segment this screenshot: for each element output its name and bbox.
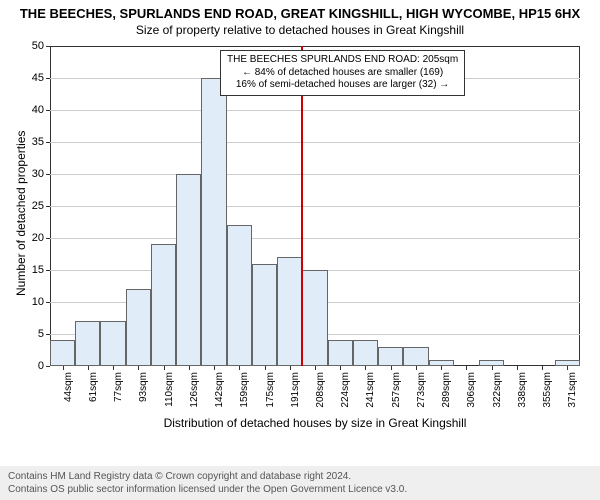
histogram-bar — [403, 347, 428, 366]
xtick-mark — [214, 366, 215, 370]
histogram-bar — [277, 257, 302, 366]
footer: Contains HM Land Registry data © Crown c… — [0, 466, 600, 500]
xtick-label: 273sqm — [416, 372, 427, 408]
xtick-mark — [265, 366, 266, 370]
xtick-label: 306sqm — [466, 372, 477, 408]
ytick-mark — [46, 174, 50, 175]
xtick-label: 77sqm — [113, 372, 124, 402]
xtick-mark — [567, 366, 568, 370]
xtick-mark — [88, 366, 89, 370]
x-axis-label: Distribution of detached houses by size … — [50, 416, 580, 430]
ytick-label: 25 — [32, 200, 44, 212]
histogram-bar — [100, 321, 125, 366]
footer-line-2: Contains OS public sector information li… — [8, 483, 592, 496]
xtick-label: 44sqm — [63, 372, 74, 402]
xtick-mark — [517, 366, 518, 370]
ytick-label: 35 — [32, 136, 44, 148]
ytick-mark — [46, 110, 50, 111]
ytick-mark — [46, 238, 50, 239]
ytick-label: 0 — [38, 360, 44, 372]
xtick-mark — [391, 366, 392, 370]
histogram-bar — [201, 78, 226, 366]
xtick-label: 191sqm — [290, 372, 301, 408]
ytick-label: 5 — [38, 328, 44, 340]
xtick-label: 110sqm — [164, 372, 175, 407]
ytick-mark — [46, 78, 50, 79]
ytick-label: 40 — [32, 104, 44, 116]
chart-subtitle: Size of property relative to detached ho… — [0, 21, 600, 37]
xtick-label: 142sqm — [214, 372, 225, 408]
ytick-label: 10 — [32, 296, 44, 308]
xtick-label: 175sqm — [265, 372, 276, 408]
xtick-mark — [138, 366, 139, 370]
annotation-box: THE BEECHES SPURLANDS END ROAD: 205sqm← … — [220, 50, 465, 96]
ytick-label: 30 — [32, 168, 44, 180]
grid-line — [50, 174, 580, 175]
footer-line-1: Contains HM Land Registry data © Crown c… — [8, 470, 592, 483]
ytick-label: 20 — [32, 232, 44, 244]
grid-line — [50, 110, 580, 111]
y-axis-label: Number of detached properties — [14, 130, 28, 295]
xtick-mark — [63, 366, 64, 370]
xtick-mark — [466, 366, 467, 370]
xtick-mark — [441, 366, 442, 370]
ytick-mark — [46, 334, 50, 335]
xtick-mark — [239, 366, 240, 370]
histogram-bar — [151, 244, 176, 366]
xtick-label: 61sqm — [88, 372, 99, 402]
xtick-label: 93sqm — [138, 372, 149, 402]
annotation-line: 16% of semi-detached houses are larger (… — [227, 79, 458, 92]
ytick-mark — [46, 46, 50, 47]
xtick-label: 289sqm — [441, 372, 452, 408]
xtick-label: 338sqm — [517, 372, 528, 408]
xtick-label: 241sqm — [365, 372, 376, 408]
ytick-label: 50 — [32, 40, 44, 52]
xtick-mark — [164, 366, 165, 370]
histogram-bar — [328, 340, 353, 366]
xtick-mark — [113, 366, 114, 370]
chart-title: THE BEECHES, SPURLANDS END ROAD, GREAT K… — [0, 0, 600, 21]
xtick-label: 208sqm — [315, 372, 326, 408]
grid-line — [50, 238, 580, 239]
xtick-label: 322sqm — [492, 372, 503, 408]
ytick-mark — [46, 366, 50, 367]
xtick-mark — [492, 366, 493, 370]
ytick-label: 45 — [32, 72, 44, 84]
grid-line — [50, 142, 580, 143]
ytick-mark — [46, 302, 50, 303]
histogram-bar — [353, 340, 378, 366]
plot-area: 0510152025303540455044sqm61sqm77sqm93sqm… — [50, 46, 580, 366]
ytick-mark — [46, 206, 50, 207]
xtick-mark — [340, 366, 341, 370]
xtick-mark — [290, 366, 291, 370]
xtick-label: 224sqm — [340, 372, 351, 408]
histogram-bar — [378, 347, 403, 366]
annotation-line: ← 84% of detached houses are smaller (16… — [227, 67, 458, 80]
xtick-label: 159sqm — [239, 372, 250, 408]
histogram-bar — [302, 270, 327, 366]
plot-wrap: Number of detached properties 0510152025… — [0, 38, 600, 428]
xtick-mark — [365, 366, 366, 370]
histogram-bar — [126, 289, 151, 366]
ytick-label: 15 — [32, 264, 44, 276]
xtick-label: 126sqm — [189, 372, 200, 408]
xtick-mark — [416, 366, 417, 370]
xtick-label: 355sqm — [542, 372, 553, 408]
grid-line — [50, 206, 580, 207]
ytick-mark — [46, 142, 50, 143]
histogram-bar — [227, 225, 252, 366]
annotation-line: THE BEECHES SPURLANDS END ROAD: 205sqm — [227, 54, 458, 67]
xtick-label: 257sqm — [391, 372, 402, 408]
xtick-mark — [189, 366, 190, 370]
xtick-mark — [542, 366, 543, 370]
histogram-bar — [75, 321, 100, 366]
histogram-bar — [50, 340, 75, 366]
histogram-bar — [252, 264, 277, 366]
xtick-label: 371sqm — [567, 372, 578, 408]
ytick-mark — [46, 270, 50, 271]
xtick-mark — [315, 366, 316, 370]
histogram-bar — [176, 174, 201, 366]
